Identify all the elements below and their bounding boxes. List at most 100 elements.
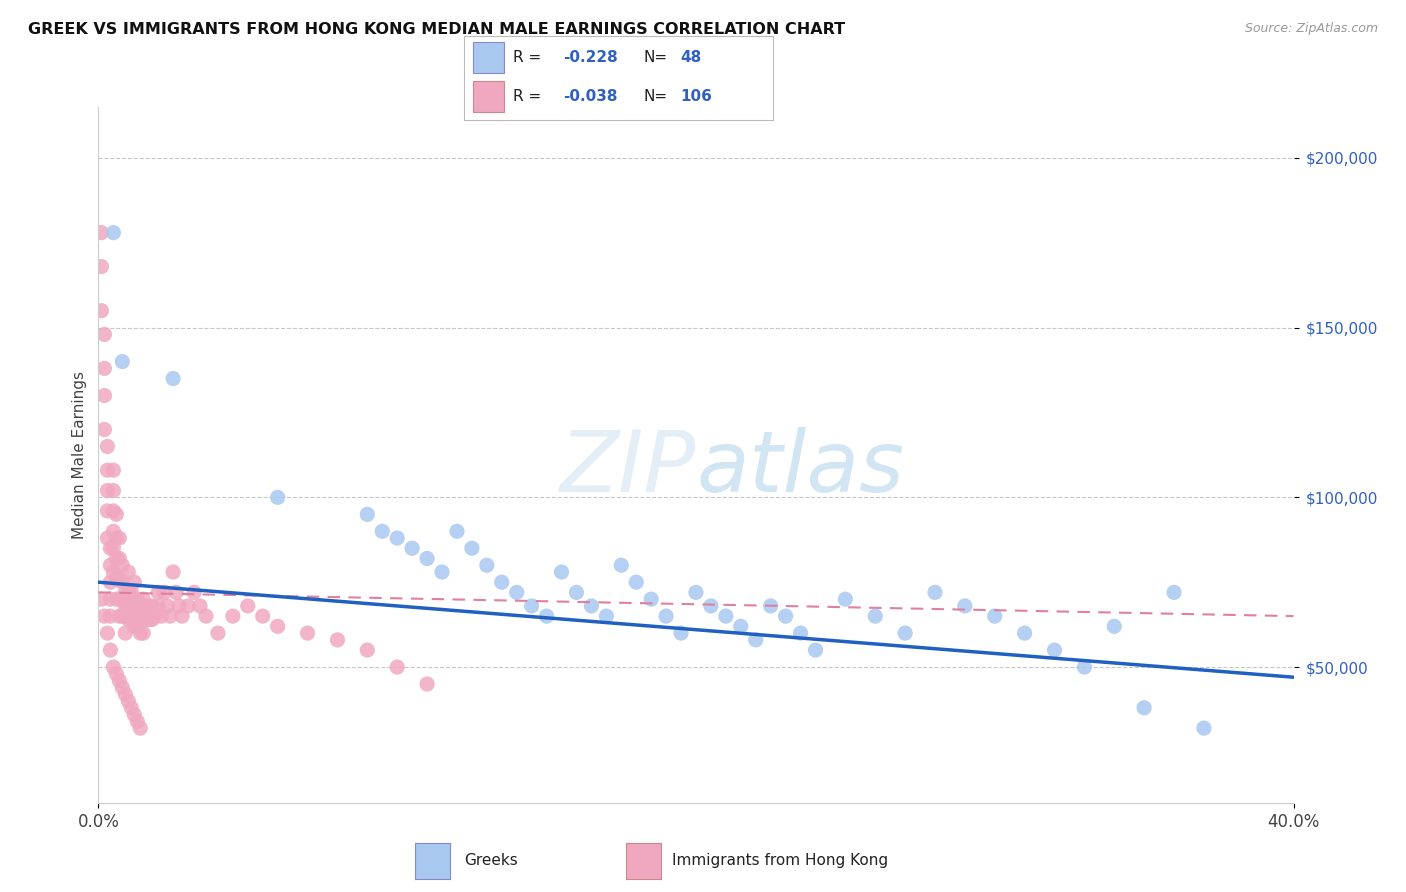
Point — [98, 592, 122, 607]
Point — [834, 592, 856, 607]
Point — [103, 660, 125, 674]
Point — [96, 483, 118, 498]
Point — [90, 226, 112, 240]
Point — [114, 609, 136, 624]
Point — [1014, 626, 1036, 640]
Point — [117, 585, 139, 599]
Point — [105, 551, 128, 566]
Point — [167, 599, 190, 613]
Text: -0.228: -0.228 — [562, 50, 617, 65]
Point — [98, 541, 122, 556]
Point — [127, 714, 149, 729]
Point — [669, 626, 692, 640]
Point — [108, 592, 131, 607]
Point — [188, 599, 211, 613]
Point — [114, 599, 136, 613]
Point — [96, 439, 118, 453]
Point — [640, 592, 662, 607]
Point — [401, 541, 423, 556]
Point — [804, 643, 827, 657]
Point — [924, 585, 946, 599]
Point — [207, 626, 229, 640]
Point — [105, 508, 128, 522]
Text: N=: N= — [644, 89, 668, 104]
Point — [267, 491, 290, 505]
Point — [143, 609, 166, 624]
Point — [865, 609, 887, 624]
Bar — [474, 43, 505, 73]
Point — [117, 599, 139, 613]
Point — [148, 599, 170, 613]
Point — [1104, 619, 1126, 633]
Text: R =: R = — [513, 50, 541, 65]
Point — [162, 371, 184, 385]
Point — [93, 609, 115, 624]
Point — [550, 565, 572, 579]
Point — [506, 585, 529, 599]
Point — [520, 599, 543, 613]
Point — [236, 599, 259, 613]
Point — [655, 609, 678, 624]
Point — [105, 592, 128, 607]
Point — [124, 592, 146, 607]
Point — [114, 687, 136, 701]
Point — [138, 599, 160, 613]
Point — [93, 361, 115, 376]
Point — [385, 660, 409, 674]
Point — [610, 558, 633, 573]
Point — [132, 626, 155, 640]
Point — [108, 572, 131, 586]
Point — [108, 551, 131, 566]
Point — [759, 599, 782, 613]
Text: R =: R = — [513, 89, 541, 104]
Point — [267, 619, 290, 633]
Point — [156, 599, 179, 613]
Point — [138, 613, 160, 627]
Point — [252, 609, 274, 624]
Point — [581, 599, 603, 613]
Point — [326, 632, 349, 647]
Point — [111, 558, 134, 573]
Point — [96, 531, 118, 545]
Text: 106: 106 — [681, 89, 713, 104]
Point — [430, 565, 453, 579]
Point — [117, 694, 139, 708]
Point — [103, 524, 125, 539]
Point — [129, 613, 152, 627]
Point — [90, 592, 112, 607]
Point — [103, 565, 125, 579]
Point — [111, 592, 134, 607]
Point — [162, 565, 184, 579]
Point — [117, 565, 139, 579]
Point — [775, 609, 797, 624]
Point — [595, 609, 617, 624]
Point — [98, 643, 122, 657]
Point — [461, 541, 484, 556]
Point — [714, 609, 737, 624]
Point — [111, 681, 134, 695]
Point — [165, 585, 187, 599]
Text: Greeks: Greeks — [464, 854, 517, 868]
Point — [93, 327, 115, 342]
Text: N=: N= — [644, 50, 668, 65]
Point — [103, 226, 125, 240]
Point — [194, 609, 218, 624]
Point — [183, 585, 205, 599]
Text: 48: 48 — [681, 50, 702, 65]
Text: -0.038: -0.038 — [562, 89, 617, 104]
Point — [111, 575, 134, 590]
Point — [475, 558, 498, 573]
Point — [536, 609, 558, 624]
Text: Source: ZipAtlas.com: Source: ZipAtlas.com — [1244, 22, 1378, 36]
Point — [127, 606, 149, 620]
Point — [103, 504, 125, 518]
Point — [983, 609, 1005, 624]
Point — [124, 619, 146, 633]
Point — [90, 303, 112, 318]
Point — [114, 585, 136, 599]
Point — [356, 508, 378, 522]
Point — [114, 626, 136, 640]
Point — [111, 609, 134, 624]
Point — [105, 531, 128, 545]
Point — [98, 575, 122, 590]
